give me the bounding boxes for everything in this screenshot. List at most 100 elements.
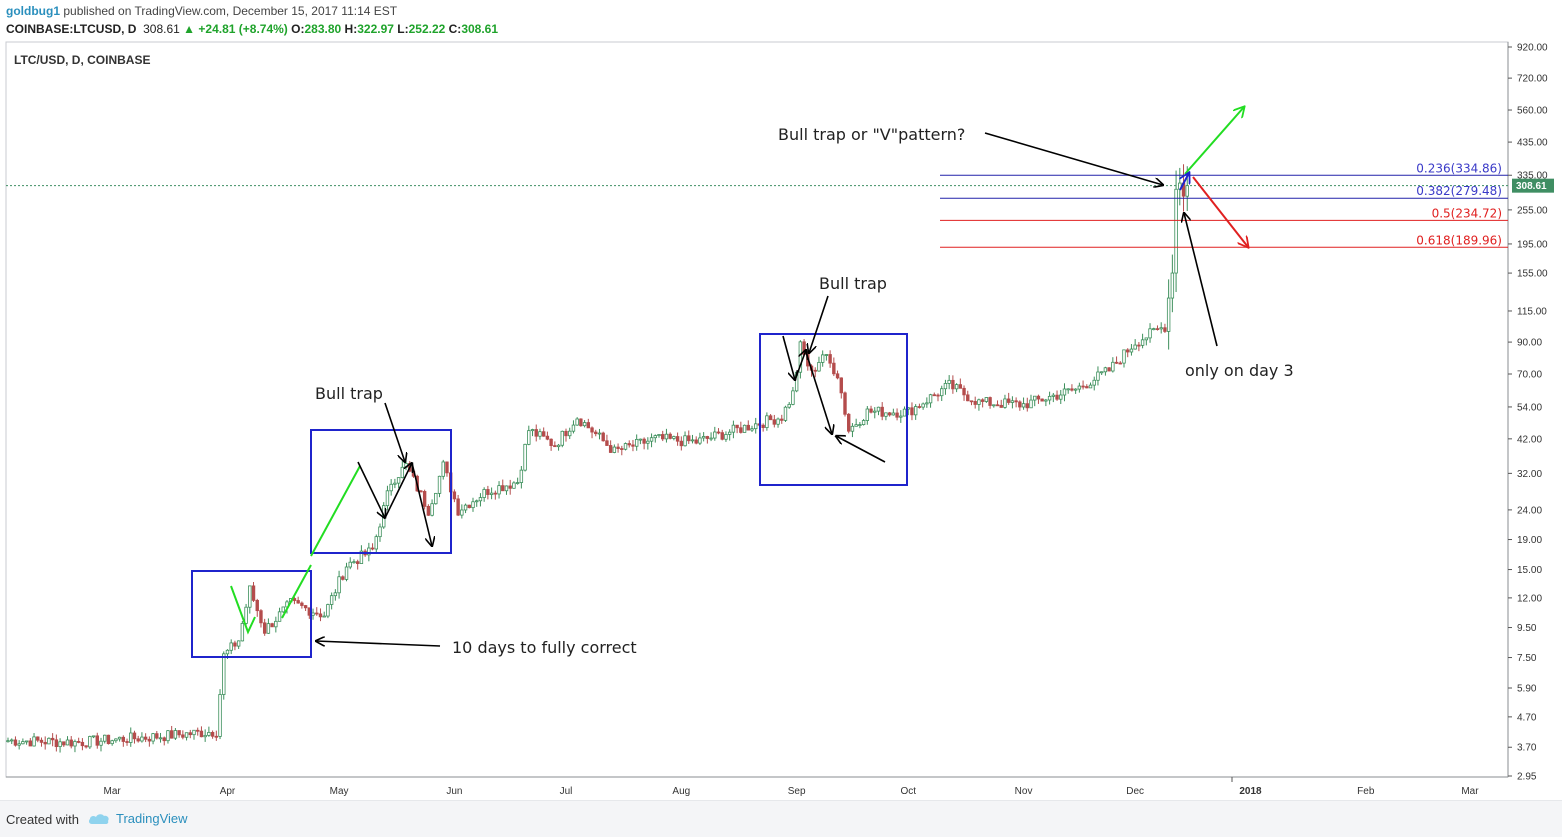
candle-down — [69, 739, 73, 747]
y-tick-label: 195.00 — [1517, 239, 1548, 250]
open-value: 283.80 — [304, 22, 342, 36]
candle-down — [1081, 385, 1085, 388]
plot-area[interactable] — [5, 41, 1509, 778]
candle-down — [739, 427, 743, 433]
candle-up — [58, 741, 62, 748]
candle-down — [545, 435, 550, 440]
high-value: 322.97 — [357, 22, 394, 36]
x-tick-label: Sep — [788, 786, 806, 797]
candle-down — [467, 504, 471, 509]
annotation-arrows — [316, 132, 1218, 647]
y-tick-label: 435.00 — [1517, 138, 1548, 149]
candle-down — [106, 734, 111, 745]
candle-down — [880, 406, 884, 417]
candle-up — [571, 424, 576, 432]
candle-up — [858, 424, 862, 426]
x-tick-label: Mar — [1461, 786, 1479, 797]
annotation-day-3: only on day 3 — [1185, 361, 1294, 380]
annotation-bull-trap-sep: Bull trap — [819, 274, 887, 293]
candle-up — [32, 736, 36, 747]
candle-down — [661, 434, 665, 440]
candle-down — [1126, 349, 1130, 353]
candle-up — [311, 612, 315, 616]
candle-up — [977, 399, 981, 405]
candle-down — [233, 642, 237, 647]
candle-down — [705, 436, 710, 439]
chart-title: LTC/USD, D, COINBASE — [14, 53, 150, 67]
candle-up — [690, 439, 695, 442]
candle-up — [701, 436, 706, 439]
candle-up — [943, 383, 948, 390]
fibonacci-retracement[interactable]: 0.236(334.86) 0.382(279.48) 0.5(234.72) 0.6… — [940, 161, 1508, 248]
candle-up — [88, 736, 92, 748]
september-box[interactable] — [759, 333, 908, 486]
candle-up — [6, 740, 10, 743]
candle-down — [917, 406, 922, 408]
candle-up — [1092, 379, 1096, 386]
candle-up — [17, 743, 21, 746]
candle-up — [441, 461, 445, 477]
candle-down — [828, 354, 832, 364]
candle-up — [103, 734, 107, 742]
candle-up — [236, 640, 241, 647]
candle-up — [954, 384, 959, 390]
candle-up — [184, 732, 189, 738]
candle-up — [1111, 361, 1115, 372]
candle-down — [772, 419, 777, 425]
candle-up — [393, 482, 397, 485]
candle-down — [549, 438, 553, 446]
candle-down — [679, 440, 684, 447]
candle-up — [1144, 337, 1149, 341]
x-tick-label: 2018 — [1239, 786, 1262, 797]
candle-up — [556, 444, 561, 448]
candle-down — [616, 446, 620, 449]
candle-up — [229, 642, 233, 651]
candle-up — [274, 620, 278, 628]
candle-down — [761, 424, 765, 428]
candle-down — [1018, 401, 1022, 408]
downside-projection-arrow — [1192, 176, 1248, 247]
tradingview-link[interactable]: TradingView — [88, 810, 188, 826]
price-chart[interactable]: 920.00 720.00 560.00 435.00 335.00 255.00 195.… — [0, 0, 1562, 800]
candle-up — [709, 437, 713, 440]
candle-up — [344, 566, 349, 580]
may-box[interactable] — [310, 429, 452, 554]
candle-down — [125, 741, 129, 743]
candle-down — [608, 445, 613, 453]
candle-down — [43, 741, 47, 745]
candle-up — [984, 397, 989, 402]
candle-up — [504, 485, 509, 492]
candle-up — [992, 404, 996, 407]
candle-down — [895, 412, 899, 418]
candle-up — [664, 433, 669, 440]
april-box[interactable] — [191, 570, 312, 658]
low-value: 252.22 — [408, 22, 446, 36]
y-tick-label: 4.70 — [1517, 712, 1537, 723]
x-tick-label: Aug — [672, 786, 690, 797]
fib-level-label: 0.236(334.86) — [1416, 161, 1502, 175]
candle-down — [832, 362, 836, 375]
x-tick-label: Mar — [104, 786, 122, 797]
candle-down — [188, 732, 192, 736]
candle-up — [475, 500, 479, 503]
candle-up — [434, 492, 438, 505]
candle-up — [1029, 399, 1033, 409]
candle-down — [720, 432, 724, 440]
candle-up — [24, 740, 29, 743]
candle-up — [653, 435, 657, 439]
candle-down — [601, 432, 605, 442]
candle-down — [687, 435, 691, 442]
candle-up — [683, 435, 687, 447]
candle-up — [1047, 395, 1052, 401]
fib-level-label: 0.5(234.72) — [1432, 206, 1502, 220]
author-link[interactable]: goldbug1 — [6, 4, 60, 18]
candle-down — [590, 427, 594, 433]
candle-up — [1088, 384, 1093, 389]
up-arrow-icon: ▲ — [183, 22, 196, 36]
candle-down — [296, 600, 300, 604]
candle-up — [1077, 385, 1082, 390]
candle-up — [1062, 388, 1067, 396]
candle-down — [136, 738, 140, 742]
candle-down — [76, 741, 81, 743]
candle-up — [560, 430, 564, 446]
